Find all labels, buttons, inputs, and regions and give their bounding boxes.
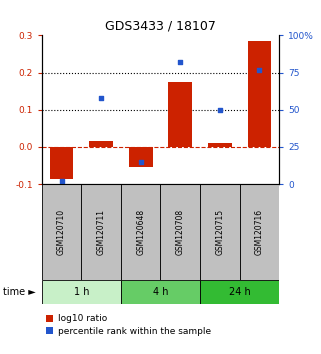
Point — [138, 159, 143, 165]
Text: GSM120648: GSM120648 — [136, 209, 145, 255]
Bar — [121, 184, 160, 280]
Bar — [42, 280, 121, 304]
Text: 24 h: 24 h — [229, 287, 251, 297]
Point — [257, 67, 262, 73]
Text: GSM120715: GSM120715 — [215, 209, 224, 255]
Text: GSM120711: GSM120711 — [97, 209, 106, 255]
Bar — [240, 184, 279, 280]
Point — [59, 178, 64, 184]
Bar — [247, 41, 271, 147]
Text: GSM120710: GSM120710 — [57, 209, 66, 255]
Legend: log10 ratio, percentile rank within the sample: log10 ratio, percentile rank within the … — [46, 314, 211, 336]
Bar — [121, 280, 200, 304]
Point — [99, 95, 104, 101]
Bar — [169, 82, 192, 147]
Bar — [129, 147, 152, 167]
Bar — [81, 184, 121, 280]
Text: time ►: time ► — [3, 287, 36, 297]
Point — [217, 107, 222, 113]
Bar — [89, 141, 113, 147]
Bar — [200, 184, 240, 280]
Bar — [160, 184, 200, 280]
Text: GSM120716: GSM120716 — [255, 209, 264, 255]
Bar — [50, 147, 74, 178]
Bar — [208, 143, 232, 147]
Bar — [200, 280, 279, 304]
Text: 4 h: 4 h — [153, 287, 168, 297]
Point — [178, 59, 183, 65]
Title: GDS3433 / 18107: GDS3433 / 18107 — [105, 20, 216, 33]
Bar — [42, 184, 81, 280]
Text: GSM120708: GSM120708 — [176, 209, 185, 255]
Text: 1 h: 1 h — [74, 287, 89, 297]
